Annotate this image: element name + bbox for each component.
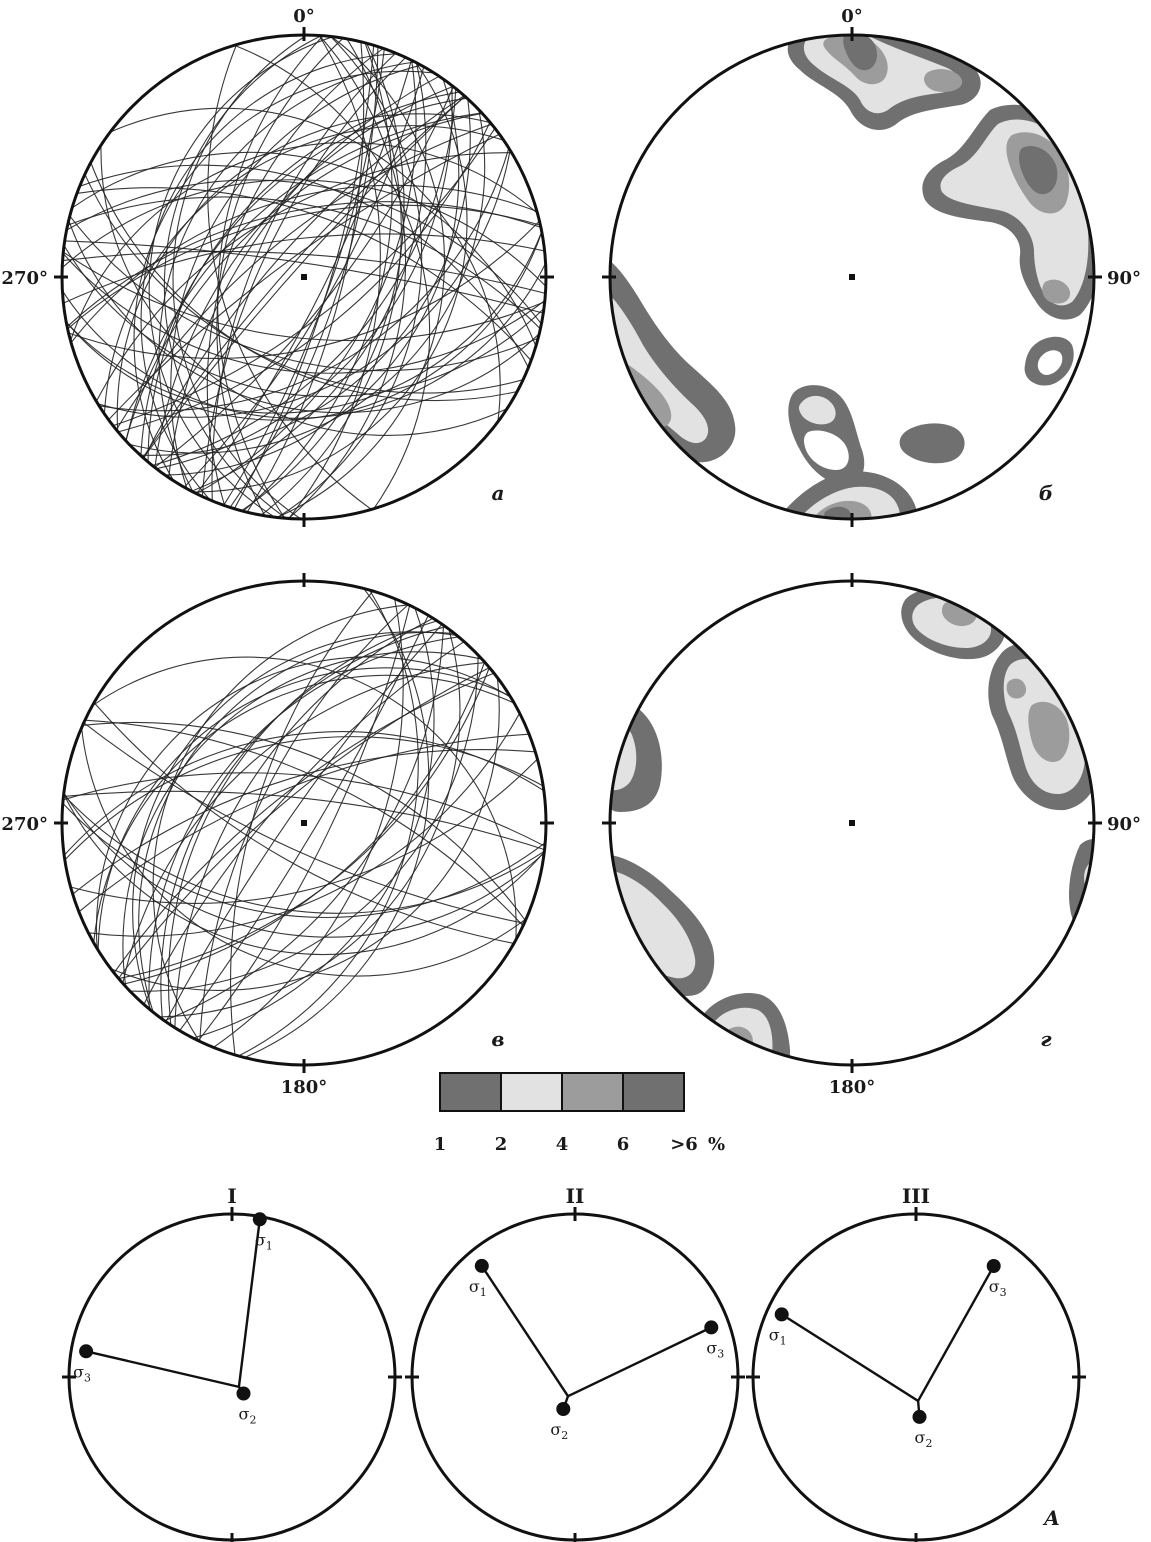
center-mark-g — [849, 820, 855, 826]
great-circle-trace — [63, 251, 546, 293]
great-circle-trace — [67, 202, 541, 327]
great-circle-trace — [243, 43, 392, 511]
sigma-2-point — [556, 1402, 570, 1416]
sigma-3-label: σ3 — [706, 1338, 724, 1360]
legend-tick-2: 2 — [495, 1134, 508, 1155]
contour-field-b — [595, 20, 1101, 545]
principal-axes-II: σ1 σ2 σ3 — [469, 1259, 724, 1442]
panel-label-g: г — [1040, 1027, 1052, 1051]
sigma-2-point — [237, 1387, 251, 1401]
center-mark-a — [301, 274, 307, 280]
contour-g-e-1 — [1069, 839, 1110, 950]
sigma-3-point — [704, 1320, 718, 1334]
sigma-2-label: σ2 — [239, 1405, 257, 1427]
legend-tick-6: 6 — [617, 1134, 630, 1155]
legend-swatch-2-4 — [501, 1073, 562, 1111]
sigma-1-axis-line — [482, 1266, 568, 1396]
sigma-2-label: σ2 — [915, 1428, 933, 1450]
sigma-1-label: σ1 — [469, 1277, 487, 1299]
label-270-deg-v: 270° — [1, 814, 48, 835]
sigma-2-label: σ2 — [550, 1420, 568, 1442]
legend-tick-4: 4 — [556, 1134, 569, 1155]
sigma-3-point — [987, 1259, 1001, 1273]
label-270-deg-a: 270° — [1, 268, 48, 289]
principal-axes-I: σ1 σ2 σ3 — [73, 1212, 273, 1426]
label-90-deg-b: 90° — [1107, 268, 1141, 289]
sigma-3-axis-line — [918, 1266, 994, 1401]
panel-b-stereonet: 0° 90° б — [595, 6, 1141, 545]
panel-label-b: б — [1039, 481, 1053, 505]
stress-stereonet-II: II σ1 σ2 σ3 — [405, 1184, 745, 1542]
sigma-1-point — [475, 1259, 489, 1273]
sigma-3-label: σ3 — [73, 1362, 91, 1384]
legend-tick-over-6: >6 — [670, 1134, 698, 1155]
principal-axes-III: σ1 σ2 σ3 — [769, 1259, 1007, 1450]
panel-label-a: а — [492, 481, 505, 505]
sigma-3-label: σ3 — [989, 1277, 1007, 1299]
stress-stereonet-I: I σ1 σ2 σ3 — [62, 1184, 402, 1542]
primitive-circle-I — [69, 1214, 395, 1540]
label-180-deg-v: 180° — [281, 1077, 328, 1098]
great-circle-trace — [63, 773, 545, 846]
center-mark-v — [301, 820, 307, 826]
stereonet-title-II: II — [566, 1184, 585, 1208]
contour-se-blob — [900, 423, 965, 463]
sigma-1-label: σ1 — [255, 1230, 273, 1252]
sigma-1-point — [775, 1307, 789, 1321]
label-0-deg-b: 0° — [841, 6, 863, 27]
center-mark-b — [849, 274, 855, 280]
primitive-circle-II — [412, 1214, 738, 1540]
great-circle-trace — [164, 36, 321, 519]
panel-g-stereonet: 90° 180° г — [599, 573, 1141, 1098]
primitive-circle-III — [753, 1214, 1079, 1540]
panel-v-stereonet: 270° 180° в — [1, 573, 554, 1098]
panel-a-stereonet: 0° 270° а — [1, 6, 554, 527]
legend-unit: % — [708, 1134, 725, 1155]
sigma-1-axis-line — [782, 1314, 918, 1401]
sigma-1-label: σ1 — [769, 1325, 787, 1347]
panel-label-A: А — [1042, 1506, 1060, 1530]
stereonet-title-I: I — [227, 1184, 236, 1208]
legend-swatch-over-6 — [623, 1073, 684, 1111]
sigma-1-point — [253, 1212, 267, 1226]
sigma-3-axis-line — [568, 1327, 711, 1396]
legend-swatch-1-2 — [440, 1073, 501, 1111]
label-90-deg-g: 90° — [1107, 814, 1141, 835]
great-circle-trace — [62, 180, 546, 287]
stress-stereonet-III: III σ1 σ2 σ3 А — [746, 1184, 1086, 1542]
sigma-3-axis-line — [86, 1351, 239, 1387]
legend-swatch-4-6 — [562, 1073, 623, 1111]
label-180-deg-g: 180° — [829, 1077, 876, 1098]
great-circle-trace — [277, 37, 421, 518]
sigma-2-point — [913, 1410, 927, 1424]
sigma-3-point — [79, 1344, 93, 1358]
contour-legend: 1 2 4 6 >6 % — [434, 1073, 725, 1155]
stereonet-title-III: III — [902, 1184, 930, 1208]
legend-tick-1: 1 — [434, 1134, 447, 1155]
panel-label-v: в — [491, 1027, 504, 1051]
label-0-deg-a: 0° — [293, 6, 315, 27]
